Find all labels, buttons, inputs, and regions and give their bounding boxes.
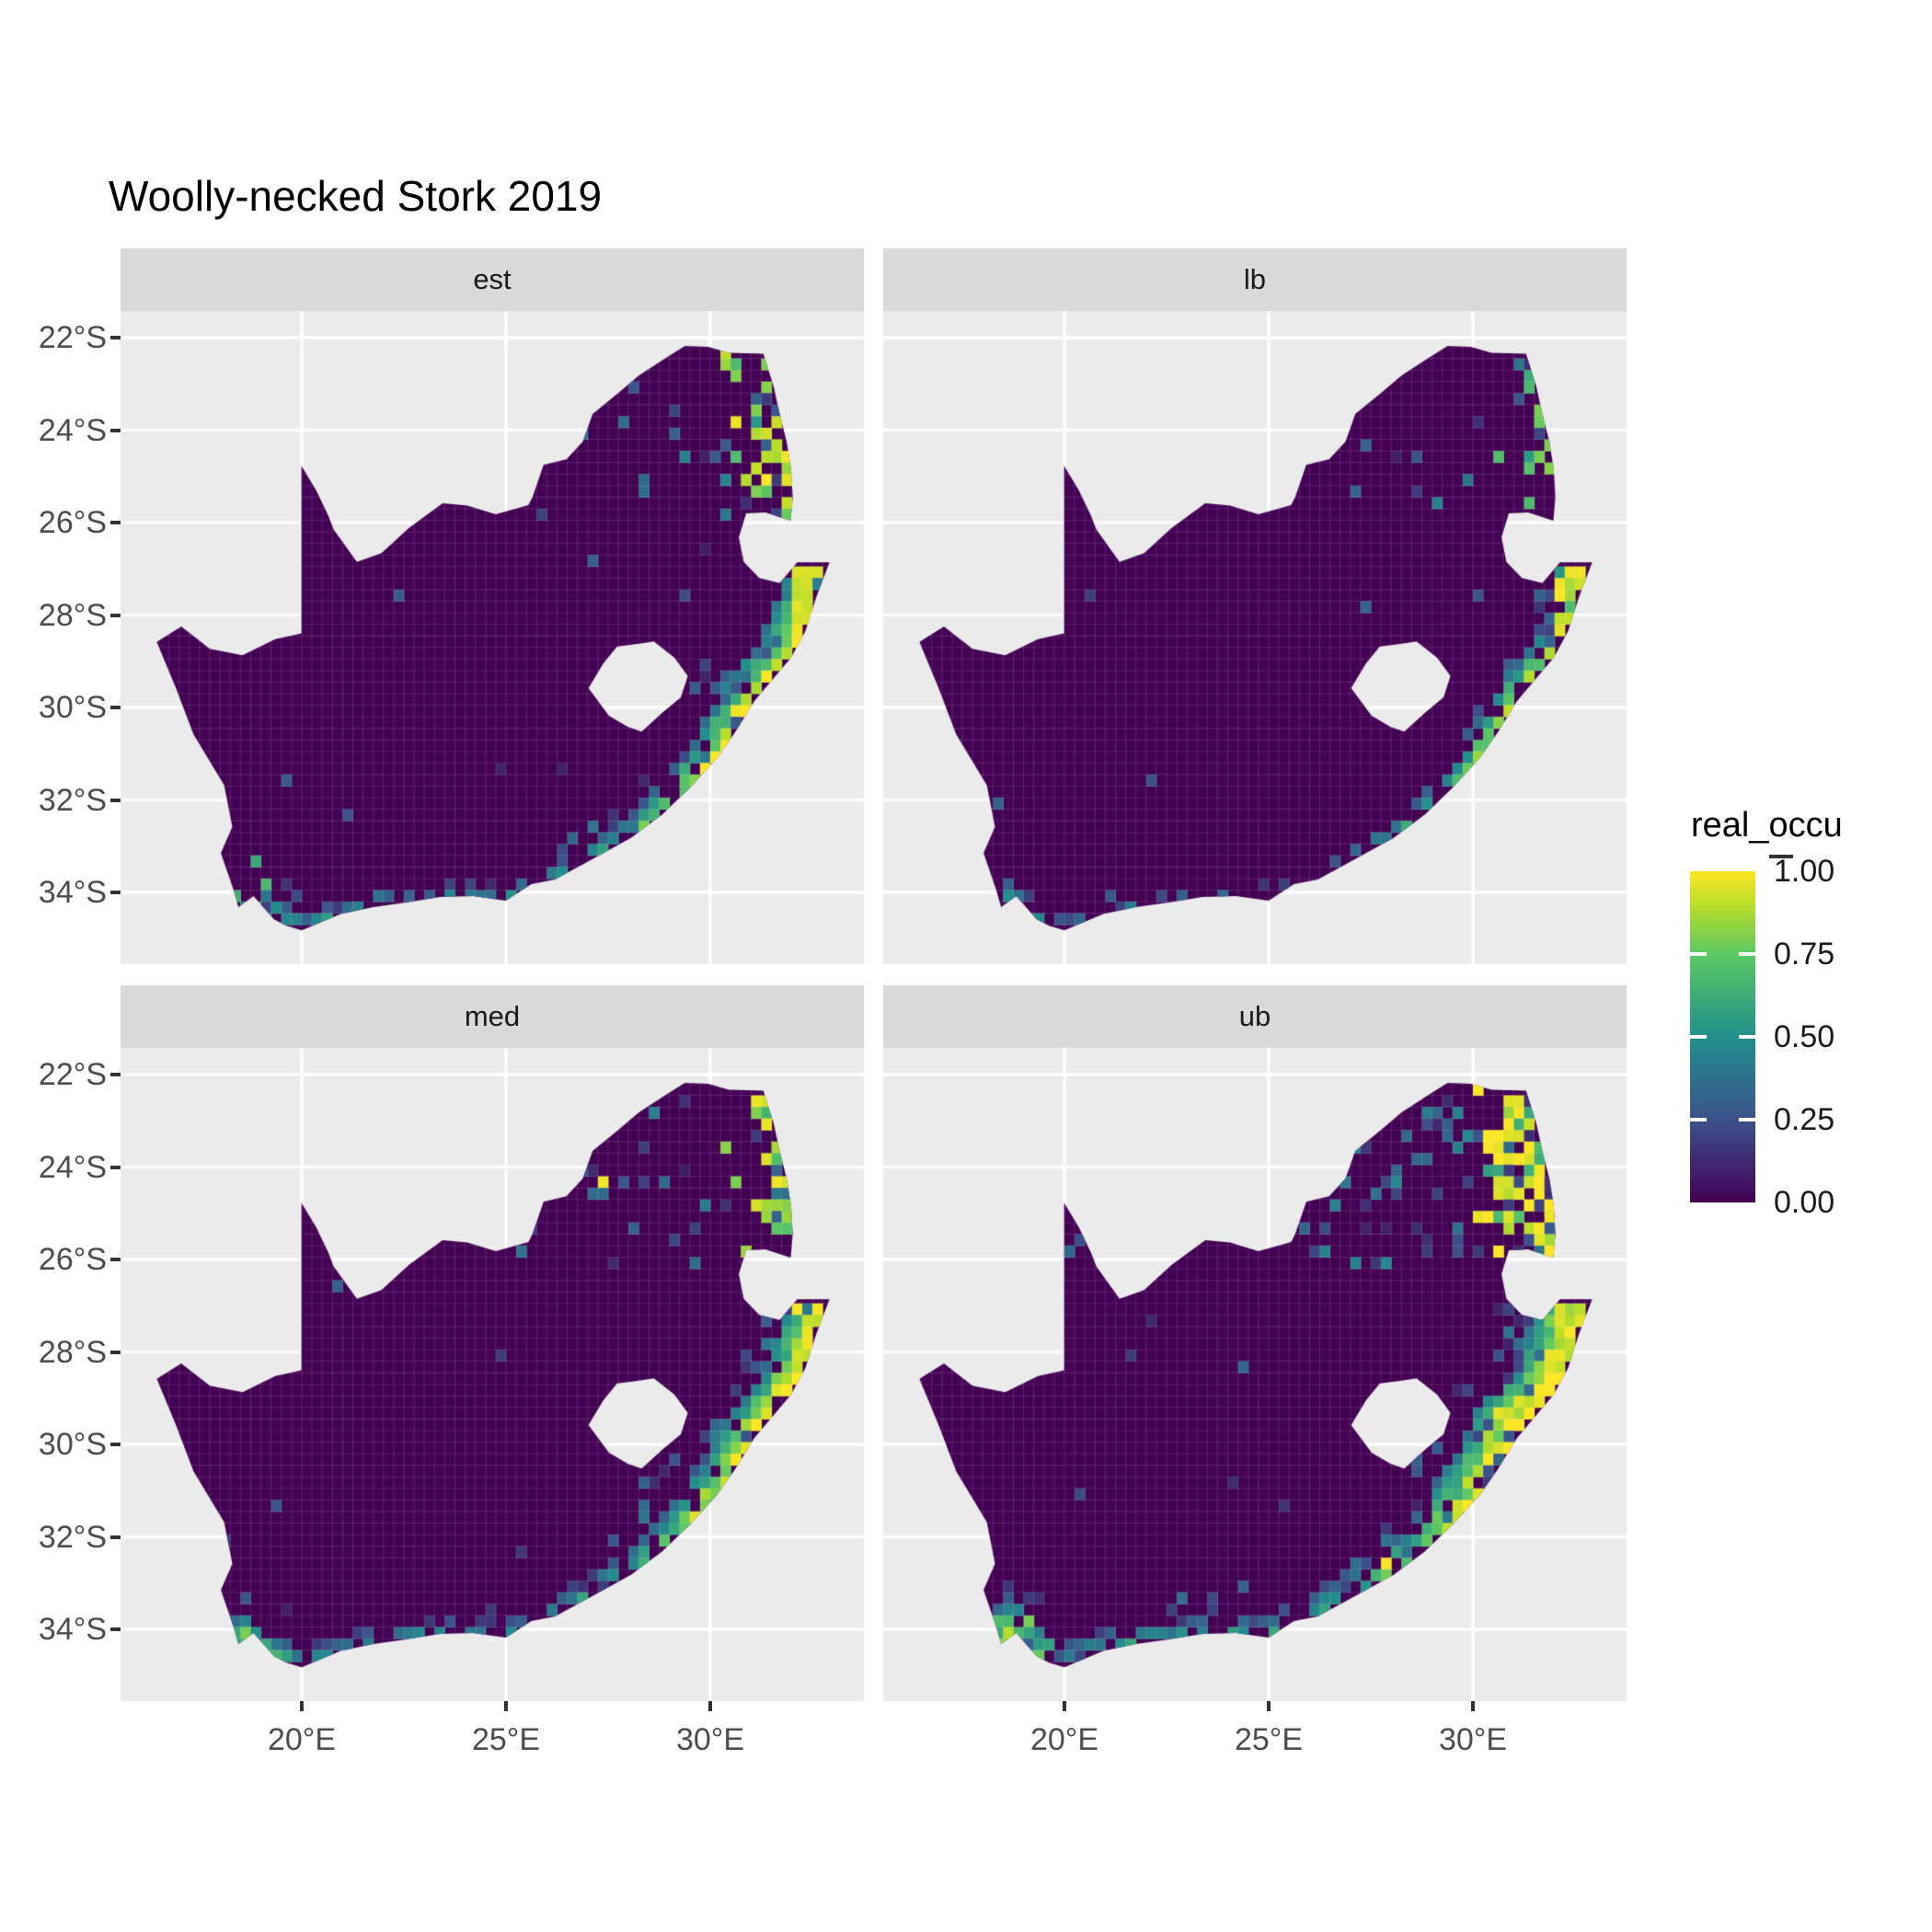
x-axis-label: 20°E bbox=[1029, 1722, 1099, 1757]
facet-strip-est: est bbox=[121, 248, 864, 311]
legend-tick bbox=[1690, 952, 1707, 956]
x-axis-tick bbox=[1267, 1701, 1271, 1711]
y-axis-tick bbox=[110, 428, 121, 432]
x-axis-label: 30°E bbox=[675, 1722, 745, 1757]
y-axis-label: 28°S bbox=[38, 597, 107, 633]
facet-strip-label: lb bbox=[1243, 263, 1267, 295]
map-panel-lb bbox=[883, 311, 1627, 964]
legend-tick bbox=[1690, 1035, 1707, 1039]
y-axis-label: 34°S bbox=[38, 1612, 107, 1647]
facet-strip-label: ub bbox=[1238, 1000, 1271, 1032]
x-axis-tick bbox=[708, 1701, 712, 1711]
legend-label: 0.25 bbox=[1774, 1102, 1835, 1137]
facet-strip-lb: lb bbox=[883, 248, 1627, 311]
y-axis-tick bbox=[110, 1350, 121, 1354]
y-axis-tick bbox=[110, 521, 121, 524]
y-axis-tick bbox=[110, 336, 121, 339]
x-axis-label: 30°E bbox=[1438, 1722, 1508, 1757]
y-axis-tick bbox=[110, 1627, 121, 1631]
x-axis-tick bbox=[1063, 1701, 1066, 1711]
y-axis-label: 34°S bbox=[38, 875, 107, 910]
legend-label: 0.50 bbox=[1774, 1019, 1835, 1054]
legend-label: 1.00 bbox=[1774, 854, 1835, 889]
y-axis-tick bbox=[110, 1165, 121, 1169]
y-axis-label: 24°S bbox=[38, 1149, 107, 1185]
x-axis-label: 25°E bbox=[471, 1722, 541, 1757]
legend-top-tick bbox=[1769, 855, 1793, 858]
legend-label: 0.75 bbox=[1774, 937, 1835, 972]
facet-strip-label: est bbox=[473, 263, 512, 295]
legend-title: real_occu bbox=[1691, 806, 1843, 845]
y-axis-tick bbox=[110, 798, 121, 802]
y-axis-label: 32°S bbox=[38, 782, 107, 818]
map-panel-ub bbox=[883, 1048, 1627, 1701]
legend-tick bbox=[1690, 1118, 1707, 1121]
y-axis-label: 28°S bbox=[38, 1334, 107, 1370]
x-axis-tick bbox=[300, 1701, 304, 1711]
y-axis-label: 22°S bbox=[38, 1057, 107, 1092]
x-axis-label: 20°E bbox=[267, 1722, 337, 1757]
facet-strip-ub: ub bbox=[883, 985, 1627, 1048]
y-axis-label: 22°S bbox=[38, 320, 107, 355]
x-axis-tick bbox=[504, 1701, 508, 1711]
y-axis-tick bbox=[110, 1535, 121, 1539]
legend-tick bbox=[1739, 952, 1755, 956]
facet-strip-label: med bbox=[464, 1000, 521, 1032]
y-axis-label: 24°S bbox=[38, 412, 107, 448]
plot-title: Woolly-necked Stork 2019 bbox=[109, 172, 603, 220]
y-axis-tick bbox=[110, 1258, 121, 1261]
y-axis-tick bbox=[110, 1073, 121, 1076]
y-axis-label: 30°S bbox=[38, 1427, 107, 1462]
legend-label: 0.00 bbox=[1774, 1185, 1835, 1220]
y-axis-label: 26°S bbox=[38, 1242, 107, 1277]
y-axis-label: 30°S bbox=[38, 690, 107, 725]
legend-tick bbox=[1739, 1035, 1755, 1039]
legend-tick bbox=[1739, 1118, 1755, 1121]
facet-strip-med: med bbox=[121, 985, 864, 1048]
y-axis-tick bbox=[110, 891, 121, 894]
y-axis-tick bbox=[110, 706, 121, 709]
y-axis-label: 32°S bbox=[38, 1519, 107, 1555]
y-axis-tick bbox=[110, 1443, 121, 1446]
x-axis-label: 25°E bbox=[1234, 1722, 1304, 1757]
x-axis-tick bbox=[1471, 1701, 1475, 1711]
map-panel-med bbox=[121, 1048, 864, 1701]
y-axis-label: 26°S bbox=[38, 505, 107, 540]
map-panel-est bbox=[121, 311, 864, 964]
y-axis-tick bbox=[110, 613, 121, 617]
